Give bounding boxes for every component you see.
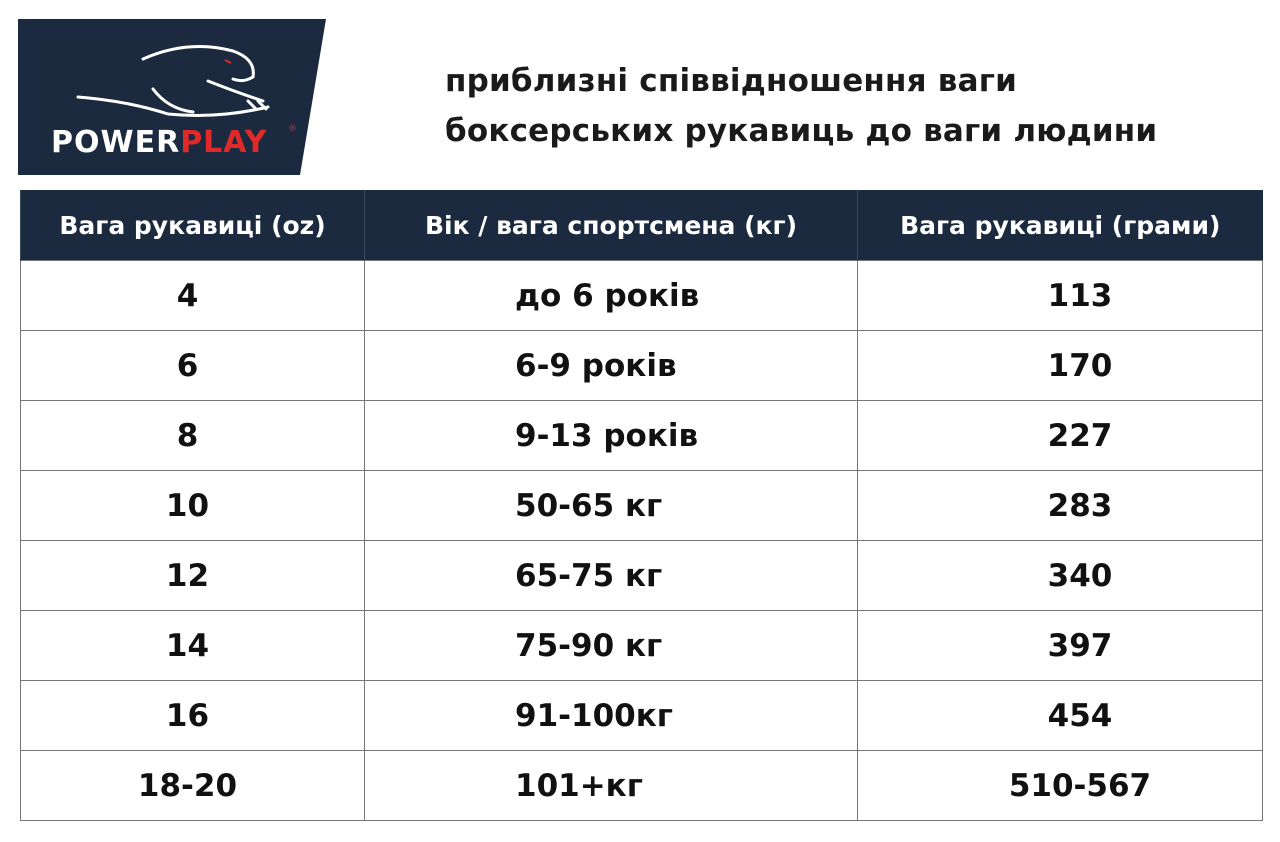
powerplay-logo: POWERPLAY ® [18,19,326,175]
cell-glove-grams: 397 [857,610,1263,681]
svg-text:®: ® [288,124,297,134]
table-row: 8 9-13 років 227 [20,400,1263,471]
table-row: 14 75-90 кг 397 [20,610,1263,681]
title-line-2: боксерських рукавиць до ваги людини [445,113,1158,149]
cell-age-weight: 65-75 кг [364,540,858,611]
cell-glove-grams: 340 [857,540,1263,611]
table-row: 4 до 6 років 113 [20,260,1263,331]
table-row: 6 6-9 років 170 [20,330,1263,401]
header-glove-oz: Вага рукавиці (oz) [20,190,365,261]
cell-glove-oz: 10 [20,470,365,541]
cell-age-weight: 101+кг [364,750,858,821]
glove-weight-table: Вага рукавиці (oz) Вік / вага спортсмена… [20,190,1263,821]
page-title: приблизні співвідношення ваги боксерськи… [445,56,1157,156]
cell-glove-grams: 454 [857,680,1263,751]
cell-glove-grams: 170 [857,330,1263,401]
cell-age-weight: 50-65 кг [364,470,858,541]
cell-glove-grams: 113 [857,260,1263,331]
table-header-row: Вага рукавиці (oz) Вік / вага спортсмена… [20,190,1263,261]
title-line-1: приблизні співвідношення ваги [445,63,1018,99]
cell-glove-oz: 14 [20,610,365,681]
cell-age-weight: 75-90 кг [364,610,858,681]
header-glove-grams: Вага рукавиці (грами) [857,190,1263,261]
table-row: 10 50-65 кг 283 [20,470,1263,541]
svg-text:POWERPLAY: POWERPLAY [51,125,268,160]
cell-glove-oz: 18-20 [20,750,365,821]
cell-age-weight: 6-9 років [364,330,858,401]
header-age-weight: Вік / вага спортсмена (кг) [364,190,858,261]
cell-glove-oz: 12 [20,540,365,611]
cell-glove-grams: 227 [857,400,1263,471]
table-row: 16 91-100кг 454 [20,680,1263,751]
cell-glove-oz: 16 [20,680,365,751]
cell-glove-grams: 510-567 [857,750,1263,821]
cell-glove-oz: 4 [20,260,365,331]
table-row: 12 65-75 кг 340 [20,540,1263,611]
table-row: 18-20 101+кг 510-567 [20,750,1263,821]
cell-glove-oz: 6 [20,330,365,401]
cell-glove-grams: 283 [857,470,1263,541]
cell-glove-oz: 8 [20,400,365,471]
cell-age-weight: 91-100кг [364,680,858,751]
cell-age-weight: 9-13 років [364,400,858,471]
cell-age-weight: до 6 років [364,260,858,331]
